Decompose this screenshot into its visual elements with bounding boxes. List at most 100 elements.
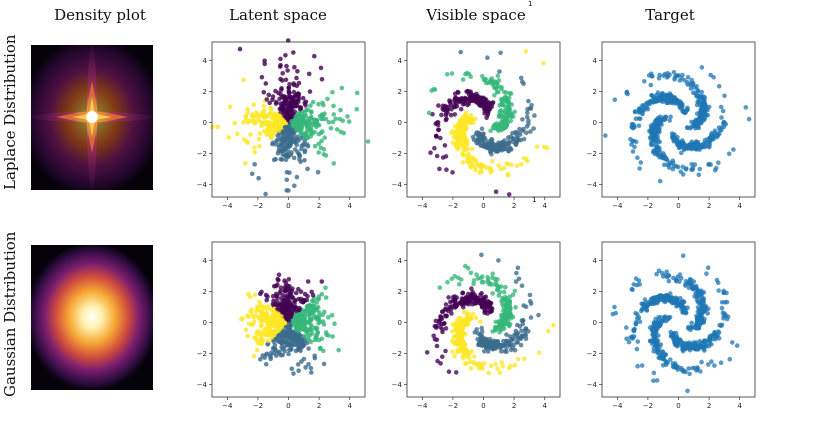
latent-laplace-point — [294, 142, 299, 148]
target-laplace-point — [726, 151, 732, 157]
target-gaussian-point — [672, 339, 678, 345]
latent-laplace-point — [345, 114, 350, 119]
latent-laplace-point — [282, 125, 288, 130]
target-gaussian-point — [698, 312, 703, 318]
target-gaussian-ytick-label: 2 — [593, 288, 597, 296]
visible-gaussian-point — [493, 319, 499, 325]
target-gaussian-point — [624, 325, 629, 330]
target-gaussian-point — [651, 378, 656, 383]
target-gaussian-point — [719, 305, 725, 311]
visible-laplace-point — [442, 143, 448, 148]
visible-gaussian-point — [462, 343, 467, 349]
visible-laplace-point — [460, 160, 466, 165]
visible-gaussian-point — [443, 348, 448, 354]
visible-gaussian-point — [499, 349, 504, 354]
visible-gaussian-point — [515, 356, 521, 362]
target-laplace-point — [682, 108, 688, 114]
target-gaussian-point — [718, 323, 724, 329]
target-gaussian-point — [713, 334, 719, 339]
target-laplace-point — [680, 164, 686, 170]
latent-laplace-point — [301, 141, 307, 146]
visible-laplace-xtick-label: −2 — [448, 202, 458, 210]
latent-gaussian-point — [243, 327, 249, 333]
visible-laplace-point — [479, 162, 485, 168]
target-laplace-point — [649, 125, 654, 131]
target-gaussian-point — [712, 363, 717, 368]
target-laplace-point — [688, 82, 693, 88]
latent-gaussian-point — [317, 313, 322, 319]
latent-gaussian-point — [282, 278, 287, 283]
latent-laplace-point — [271, 125, 277, 130]
latent-laplace-point — [286, 133, 292, 138]
latent-laplace-point — [326, 119, 332, 125]
visible-laplace-point — [449, 71, 455, 76]
visible-laplace-point — [501, 119, 507, 125]
visible-gaussian-point — [523, 304, 529, 309]
visible-laplace-point — [514, 163, 520, 168]
latent-space-gaussian-plot: −4 −2 0 2 4 −4 −2 0 2 4 — [197, 241, 366, 410]
visible-gaussian-point — [473, 315, 479, 320]
visible-gaussian-point — [495, 366, 500, 372]
target-gaussian-point — [668, 329, 673, 335]
visible-laplace-point — [438, 135, 443, 141]
latent-gaussian-point — [336, 347, 341, 353]
visible-laplace-point — [520, 117, 525, 122]
latent-laplace-point — [288, 106, 293, 112]
latent-gaussian-point — [270, 301, 276, 307]
visible-laplace-xtick-label: 4 — [542, 202, 547, 210]
target-laplace-point — [697, 166, 703, 172]
target-laplace-point — [664, 75, 670, 80]
target-laplace-point — [672, 77, 677, 82]
latent-gaussian-point — [300, 337, 305, 342]
visible-gaussian-ytick-label: 2 — [398, 288, 402, 296]
latent-laplace-point — [272, 119, 278, 124]
target-laplace-point — [655, 90, 661, 95]
target-laplace-point — [699, 89, 704, 95]
target-laplace-point — [716, 160, 721, 165]
latent-gaussian-point — [278, 352, 284, 358]
target-laplace-point — [707, 144, 712, 150]
visible-laplace-frame — [406, 41, 561, 198]
target-laplace-point — [654, 127, 659, 133]
latent-gaussian-point — [309, 370, 314, 375]
visible-laplace-point — [485, 110, 490, 116]
visible-gaussian-point — [506, 342, 512, 347]
latent-laplace-point — [284, 97, 290, 102]
visible-gaussian-point — [451, 334, 457, 339]
target-gaussian-point — [660, 356, 665, 362]
target-gaussian-xtick-label: 2 — [707, 402, 711, 410]
latent-laplace-point — [331, 103, 336, 109]
target-laplace-point — [671, 139, 676, 144]
target-gaussian-xtick-label: −4 — [612, 402, 623, 410]
visible-laplace-point — [472, 94, 478, 100]
latent-gaussian-xtick-label: 0 — [286, 402, 290, 410]
visible-laplace-point — [498, 96, 504, 102]
visible-laplace-point — [495, 73, 501, 78]
target-gaussian-point — [720, 310, 726, 315]
target-gaussian-point — [635, 363, 640, 369]
target-laplace-point — [692, 85, 697, 90]
visible-gaussian-frame — [406, 241, 561, 398]
latent-gaussian-point — [263, 292, 269, 298]
visible-laplace-point — [510, 136, 516, 141]
latent-gaussian-point — [259, 338, 264, 343]
target-laplace-point — [685, 75, 691, 80]
visible-gaussian-point — [454, 303, 460, 308]
visible-laplace-point — [450, 170, 455, 175]
latent-gaussian-point — [303, 365, 308, 370]
latent-laplace-point — [279, 148, 285, 153]
latent-laplace-point — [267, 126, 272, 132]
latent-gaussian-point — [274, 298, 279, 304]
target-gaussian-point — [680, 309, 686, 314]
visible-laplace-xtick-label: 2 — [512, 202, 516, 210]
latent-laplace-point — [257, 143, 262, 149]
latent-laplace-ytick-label: 2 — [203, 88, 207, 96]
visible-gaussian-point — [424, 350, 430, 355]
visible-laplace-point — [466, 157, 472, 163]
latent-gaussian-point — [259, 289, 264, 295]
visible-laplace-point — [523, 49, 529, 54]
latent-laplace-point — [291, 155, 297, 161]
latent-laplace-point — [321, 152, 326, 157]
latent-gaussian-point — [306, 337, 312, 343]
target-gaussian-point — [690, 344, 696, 349]
